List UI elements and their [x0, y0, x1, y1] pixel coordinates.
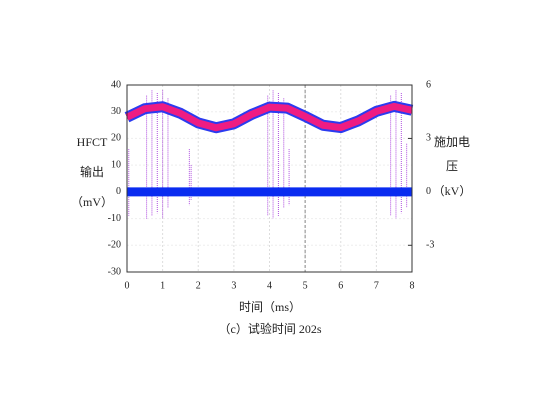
- x-tick-label: 6: [338, 280, 343, 291]
- x-tick-label: 7: [374, 280, 379, 291]
- y-tick-label: 20: [111, 133, 121, 144]
- x-tick-label: 1: [160, 280, 165, 291]
- y2-tick-label: 3: [426, 133, 431, 144]
- x-tick-label: 4: [267, 280, 272, 291]
- x-tick-label: 0: [125, 280, 130, 291]
- y2-tick-label: -3: [426, 240, 434, 251]
- y-tick-label: -20: [108, 240, 121, 251]
- y-tick-label: -30: [108, 266, 121, 277]
- caption: （c）试验时间 202s: [219, 321, 322, 336]
- x-tick-label: 5: [303, 280, 308, 291]
- y-label: HFCT: [77, 135, 108, 149]
- y2-tick-label: 6: [426, 79, 431, 90]
- y2-label: 施加电: [434, 135, 470, 149]
- y-label: 输出: [80, 164, 104, 179]
- plot-frame: [126, 84, 413, 273]
- y-tick-label: 10: [111, 159, 121, 170]
- y-tick-label: 0: [116, 186, 121, 197]
- x-label: 时间（ms）: [239, 300, 301, 314]
- y-tick-label: 40: [111, 79, 121, 90]
- series-line: [125, 102, 413, 132]
- y2-label: （kV）: [433, 184, 472, 198]
- x-tick-label: 8: [410, 280, 415, 291]
- x-tick-label: 2: [196, 280, 201, 291]
- y-label: （mV）: [71, 195, 113, 209]
- y-tick-label: -10: [108, 213, 121, 224]
- y2-label: 压: [446, 159, 458, 173]
- y-tick-label: 30: [111, 106, 121, 117]
- x-tick-label: 3: [231, 280, 236, 291]
- y2-tick-label: 0: [426, 186, 431, 197]
